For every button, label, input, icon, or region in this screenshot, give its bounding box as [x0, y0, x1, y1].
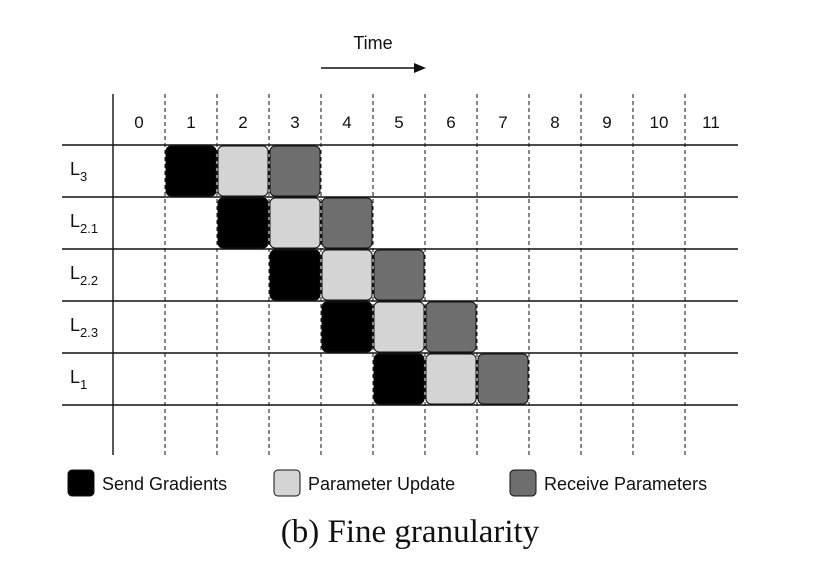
figure-caption: (b) Fine granularity: [280, 514, 540, 550]
task-block-send: [217, 197, 269, 249]
time-axis: Time: [321, 33, 426, 73]
time-step-label: 0: [134, 113, 143, 132]
task-block-update: [321, 249, 373, 301]
task-block-receive: [477, 353, 529, 405]
time-step-label: 1: [186, 113, 195, 132]
task-block-update: [373, 301, 425, 353]
time-step-label: 11: [702, 113, 720, 132]
layer-label: L1: [70, 367, 87, 392]
legend: Send Gradients Parameter Update Receive Pa…: [67, 469, 707, 497]
layer-label: L3: [70, 159, 87, 184]
task-block-send: [269, 249, 321, 301]
legend-label-receive: Receive Parameters: [544, 474, 707, 494]
time-step-label: 7: [498, 113, 507, 132]
legend-swatch-update: [273, 469, 301, 497]
layer-label: L2.3: [70, 315, 98, 340]
time-step-label: 2: [238, 113, 247, 132]
legend-label-update: Parameter Update: [308, 474, 455, 494]
time-step-label: 8: [550, 113, 559, 132]
schedule-grid: [62, 94, 738, 455]
layer-label: L2.2: [70, 263, 98, 288]
task-blocks: [165, 145, 529, 405]
time-step-label: 10: [650, 113, 669, 132]
legend-label-send: Send Gradients: [102, 474, 227, 494]
task-block-send: [321, 301, 373, 353]
task-block-send: [165, 145, 217, 197]
task-block-receive: [373, 249, 425, 301]
time-step-label: 5: [394, 113, 403, 132]
layer-label: L2.1: [70, 211, 98, 236]
task-block-receive: [425, 301, 477, 353]
task-block-receive: [269, 145, 321, 197]
time-step-label: 3: [290, 113, 299, 132]
task-block-send: [373, 353, 425, 405]
task-block-update: [269, 197, 321, 249]
legend-swatch-send: [67, 469, 95, 497]
task-block-receive: [321, 197, 373, 249]
time-step-label: 4: [342, 113, 351, 132]
task-block-update: [217, 145, 269, 197]
time-arrow-head: [414, 63, 426, 73]
time-step-label: 9: [602, 113, 611, 132]
time-step-labels: 0 1 2 3 4 5 6 7 8 9 10 11: [134, 113, 720, 132]
time-label: Time: [353, 33, 392, 53]
legend-swatch-receive: [509, 469, 537, 497]
time-step-label: 6: [446, 113, 455, 132]
task-block-update: [425, 353, 477, 405]
layer-labels: L3 L2.1 L2.2 L2.3 L1: [70, 159, 98, 392]
